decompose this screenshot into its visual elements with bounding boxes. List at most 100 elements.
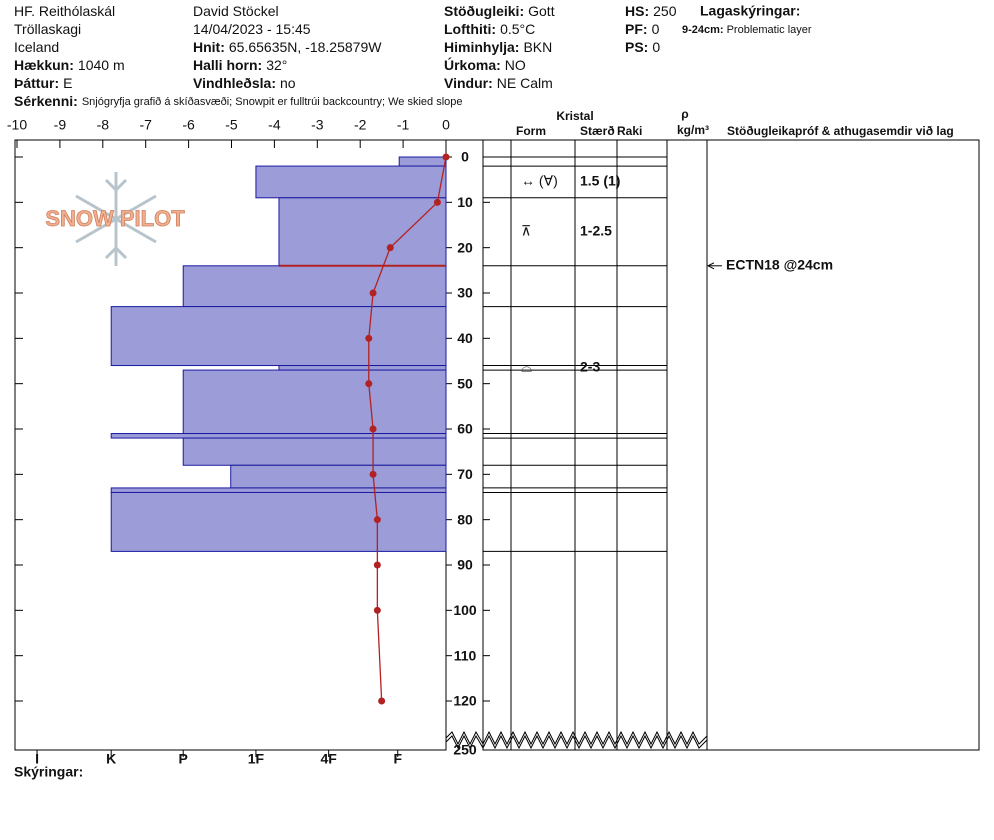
column-header: Stærð xyxy=(580,124,615,138)
field-value: Gott xyxy=(528,3,555,19)
y-tick-label: 80 xyxy=(457,511,473,527)
field-value: Tröllaskagi xyxy=(14,21,81,37)
header-field: Hækkun: 1040 m xyxy=(14,57,125,73)
header-field: HS: 250 xyxy=(625,3,677,19)
hardness-tick-label: 4F xyxy=(320,751,337,767)
legend-title: Lagaskýringar: xyxy=(700,3,800,19)
table-frame xyxy=(482,139,980,751)
hardness-bar xyxy=(182,369,447,435)
x-tick-label: -3 xyxy=(311,117,324,133)
hardness-bar xyxy=(398,156,447,167)
field-value: Iceland xyxy=(14,39,59,55)
hardness-bar xyxy=(182,265,447,308)
column-header: Form xyxy=(516,124,546,138)
temperature-point xyxy=(365,380,373,388)
remarks: Sérkenni: Snjógryfja grafið á skíðasvæði;… xyxy=(14,93,463,109)
field-value: 250 xyxy=(653,3,677,19)
hardness-bar xyxy=(230,464,447,489)
field-value: no xyxy=(280,75,296,91)
header-field: Lofthiti: 0.5°C xyxy=(444,21,535,37)
field-value: E xyxy=(63,75,72,91)
y-tick-label: 70 xyxy=(457,466,473,482)
field-value: NE Calm xyxy=(497,75,553,91)
header-field: Iceland xyxy=(14,39,59,55)
grain-size: 1.5 (1) xyxy=(580,173,620,189)
logo-flake xyxy=(104,178,128,193)
grain-size: 1-2.5 xyxy=(580,223,612,239)
x-tick-label: -10 xyxy=(7,117,27,133)
header-field: PS: 0 xyxy=(625,39,660,55)
legend-label: 9-24cm: xyxy=(682,24,724,36)
depth-bottom-label: 250 xyxy=(453,742,477,758)
break-zigzag xyxy=(445,730,708,746)
x-tick-label: -1 xyxy=(397,117,410,133)
header-field: Úrkoma: NO xyxy=(444,56,526,73)
hardness-bar xyxy=(278,365,447,371)
grain-form: ⌓ xyxy=(521,359,532,375)
field-value: NO xyxy=(505,57,526,73)
x-tick-label: -4 xyxy=(268,117,281,133)
temperature-line xyxy=(368,156,447,702)
header-field: HF. Reithólaskál xyxy=(14,3,115,19)
hardness-bar xyxy=(255,165,447,199)
x-tick-label: -9 xyxy=(54,117,67,133)
header-field: Þáttur: E xyxy=(14,75,72,91)
x-tick-label: 0 xyxy=(442,117,450,133)
temperature-point xyxy=(369,425,377,433)
field-label: HS: xyxy=(625,3,649,19)
field-value: BKN xyxy=(523,39,552,55)
field-value: 14/04/2023 - 15:45 xyxy=(193,21,311,37)
hardness-bar xyxy=(110,306,447,367)
hardness-bar xyxy=(110,433,447,439)
x-tick-label: -6 xyxy=(182,117,195,133)
y-tick-label: 30 xyxy=(457,285,473,301)
field-value: 0 xyxy=(652,39,660,55)
temperature-point xyxy=(373,606,381,614)
hardness-bar xyxy=(278,197,447,267)
field-label: Himinhylja: xyxy=(444,39,519,55)
header-field: David Stöckel xyxy=(193,3,279,19)
y-tick-label: 20 xyxy=(457,239,473,255)
hardness-tick-label: F xyxy=(393,751,402,767)
field-value: David Stöckel xyxy=(193,3,279,19)
field-label: PF: xyxy=(625,21,648,37)
remarks-label: Sérkenni: xyxy=(14,93,78,109)
test-arrow-head xyxy=(706,262,715,270)
test-label: ECTN18 @24cm xyxy=(726,257,833,273)
hardness-bar xyxy=(110,491,447,552)
grain-form: ↔ (∀) xyxy=(521,173,558,189)
logo-flake xyxy=(104,245,128,260)
field-value: HF. Reithólaskál xyxy=(14,3,115,19)
column-header: Stöðugleikapróf & athugasemdir við lag xyxy=(727,124,954,138)
field-value: 0 xyxy=(652,21,660,37)
temperature-point xyxy=(365,334,373,342)
x-tick-label: -5 xyxy=(225,117,238,133)
temperature-point xyxy=(369,289,377,297)
x-tick-label: -8 xyxy=(97,117,110,133)
logo-flake xyxy=(75,194,157,244)
header-field: Himinhylja: BKN xyxy=(444,39,552,55)
temperature-point xyxy=(433,198,441,206)
y-tick-label: 110 xyxy=(454,647,477,663)
temperature-point xyxy=(442,153,450,161)
notes-label: Skýringar: xyxy=(14,764,83,780)
remarks-value: Snjógryfja grafið á skíðasvæði; Snowpit … xyxy=(82,96,463,108)
header-field: Stöðugleiki: Gott xyxy=(444,3,555,19)
column-header: ρ xyxy=(681,107,688,121)
field-label: Hækkun: xyxy=(14,57,74,73)
legend-item: 9-24cm: Problematic layer xyxy=(682,24,812,36)
x-tick-label: -2 xyxy=(354,117,367,133)
header-field: PF: 0 xyxy=(625,21,660,37)
header-field: Tröllaskagi xyxy=(14,21,81,37)
header-field: Halli horn: 32° xyxy=(193,57,287,73)
y-tick-label: 100 xyxy=(453,602,477,618)
field-label: Stöðugleiki: xyxy=(444,3,524,19)
hardness-tick-label: I xyxy=(35,751,39,767)
logo xyxy=(75,172,157,266)
header-field: 14/04/2023 - 15:45 xyxy=(193,21,311,37)
grain-size: 2-3 xyxy=(580,359,600,375)
field-value: 1040 m xyxy=(78,57,125,73)
hardness-tick-label: P xyxy=(179,751,188,767)
y-tick-label: 60 xyxy=(457,421,473,437)
